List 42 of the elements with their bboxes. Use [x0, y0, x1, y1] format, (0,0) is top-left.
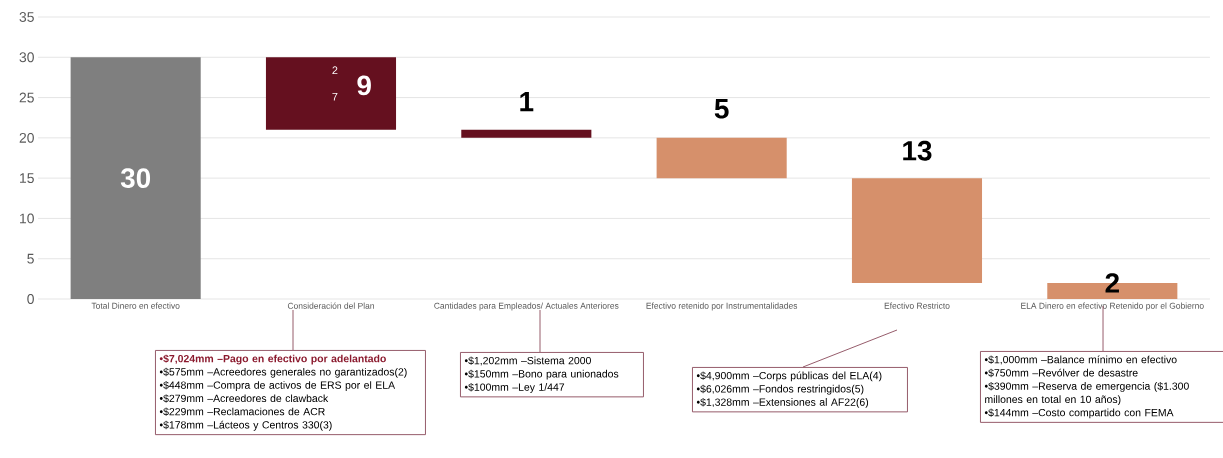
data-label: 9: [357, 75, 371, 96]
data-label: 13: [903, 140, 932, 161]
text: •$150mm –Bono para unionados: [464, 369, 619, 380]
y-tick-label: 10: [20, 213, 34, 224]
data-label: 30: [120, 168, 151, 189]
text: •$279mm –Acreedores de clawback: [159, 394, 329, 403]
text: •$575mm –Acreedores generales no garantizados(2): [159, 367, 407, 378]
y-tick-label: 15: [20, 173, 34, 184]
text: •$1,000mm –Balance mínimo en efectivo: [984, 355, 1177, 365]
text: •$229mm –Reclamaciones de ACR: [159, 407, 325, 416]
y-tick-label: 30: [19, 52, 34, 63]
bar: [656, 137, 787, 179]
y-tick-label: 5: [27, 253, 34, 264]
data-label: 1: [520, 92, 534, 112]
annotation: 7: [332, 93, 338, 101]
x-tick-label: Total Dinero en efectivo: [91, 302, 180, 309]
annotation: 2: [332, 66, 338, 74]
text: •$178mm –Lácteos y Centros 330(3): [159, 420, 332, 431]
text: •$448mm –Compra de activos de ERS por el ELA: [159, 380, 396, 391]
text: •$1,202mm –Sistema 2000: [464, 356, 591, 366]
text: •$390mm –Reserva de emergencia ($1.300 millones en total en 10 años): [984, 381, 1189, 406]
text: •$1,328mm –Extensiones al AF22(6): [696, 397, 869, 408]
text: •$100mm –Ley 1/447: [464, 382, 565, 393]
x-tick-label: Consideración del Plan: [287, 302, 374, 309]
text: •$144mm –Costo compartido con FEMA: [984, 408, 1174, 419]
text: •$7,024mm –Pago en efectivo por adelantado: [159, 354, 386, 365]
bar: [461, 129, 592, 138]
x-tick-label: ELA Dinero en efectivo Retenido por el Gobierno: [1021, 302, 1204, 311]
y-tick-label: 25: [19, 92, 34, 103]
x-tick-label: Efectivo retenido por Instrumentalidades: [646, 302, 798, 311]
y-tick-label: 0: [27, 294, 34, 304]
y-tick-label: 20: [19, 132, 34, 143]
y-tick-label: 35: [19, 12, 34, 22]
data-label: 5: [714, 99, 729, 119]
bar: [265, 57, 397, 130]
text: •$750mm –Revólver de desastre: [984, 368, 1138, 378]
x-tick-label: Cantidades para Empleados/ Actuales Anteriores: [434, 302, 619, 311]
x-tick-label: Efectivo Restricto: [884, 302, 950, 309]
bar: [70, 57, 201, 299]
bar: [851, 178, 983, 283]
text: •$4,900mm –Corps públicas del ELA(4): [696, 371, 882, 382]
text: •$6,026mm –Fondos restringidos(5): [696, 384, 864, 395]
